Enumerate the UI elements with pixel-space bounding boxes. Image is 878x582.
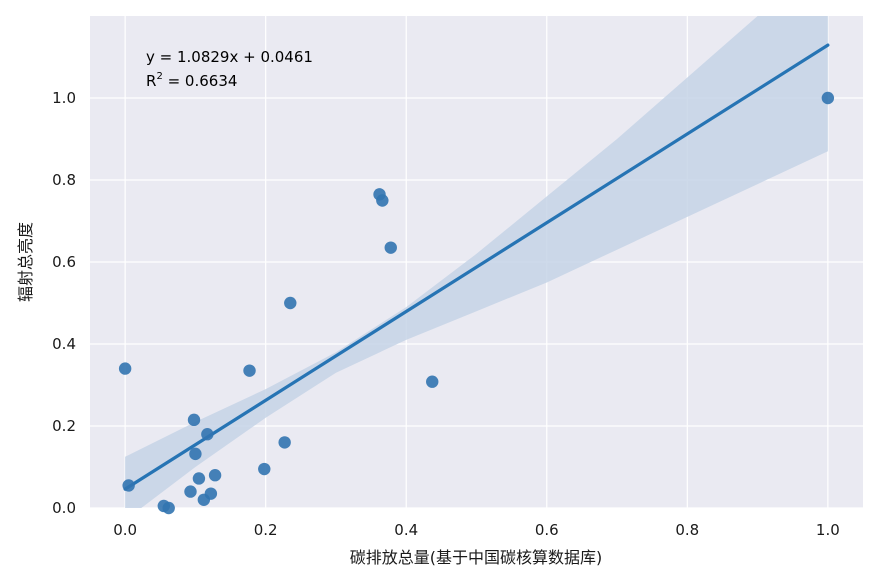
data-point-11 [208, 469, 222, 482]
y-tick-label-1: 0.2 [52, 417, 76, 435]
confidence-band [125, 16, 828, 508]
r-squared-prefix: R [146, 72, 156, 90]
regression-line-group [123, 43, 830, 491]
data-points [118, 91, 835, 515]
y-tick-label-0: 0.0 [52, 499, 76, 517]
data-point-18 [384, 241, 397, 254]
x-tick-label-4: 0.8 [675, 521, 699, 539]
data-point-12 [243, 364, 256, 377]
data-point-13 [258, 462, 271, 476]
x-tick-label-1: 0.2 [254, 521, 278, 539]
x-tick-label-3: 0.6 [535, 521, 559, 539]
equation-annotation: y = 1.0829x + 0.0461 [146, 48, 313, 66]
r-squared-superscript: 2 [156, 71, 162, 82]
data-point-3 [162, 501, 175, 515]
y-tick-labels: 0.0 0.2 0.4 0.6 0.8 1.0 [52, 89, 76, 517]
x-tick-label-2: 0.4 [394, 521, 418, 539]
y-tick-label-5: 1.0 [52, 89, 76, 107]
x-tick-label-0: 0.0 [113, 521, 137, 539]
data-point-0 [118, 362, 132, 375]
y-axis-label: 辐射总亮度 [16, 222, 35, 302]
data-point-17 [376, 194, 389, 207]
data-point-7 [192, 472, 206, 485]
data-point-6 [189, 447, 202, 461]
data-point-9 [201, 428, 214, 441]
r-squared-value: = 0.6634 [163, 72, 238, 90]
y-tick-label-4: 0.8 [52, 171, 76, 189]
data-point-14 [278, 436, 291, 449]
data-point-15 [284, 296, 297, 310]
data-point-19 [426, 375, 439, 388]
confidence-band-area [125, 16, 828, 508]
x-axis-label: 碳排放总量(基于中国碳核算数据库) [350, 548, 603, 567]
x-tick-labels: 0.0 0.2 0.4 0.6 0.8 1.0 [113, 521, 840, 539]
data-point-5 [187, 413, 201, 427]
r-squared-annotation: R2 = 0.6634 [146, 71, 237, 90]
y-tick-label-2: 0.4 [52, 335, 76, 353]
x-tick-label-5: 1.0 [816, 521, 840, 539]
regression-line [123, 43, 830, 491]
y-tick-label-3: 0.6 [52, 253, 76, 271]
data-point-1 [122, 479, 135, 492]
data-point-10 [204, 487, 218, 500]
data-point-4 [184, 485, 197, 498]
data-point-20 [821, 91, 835, 105]
